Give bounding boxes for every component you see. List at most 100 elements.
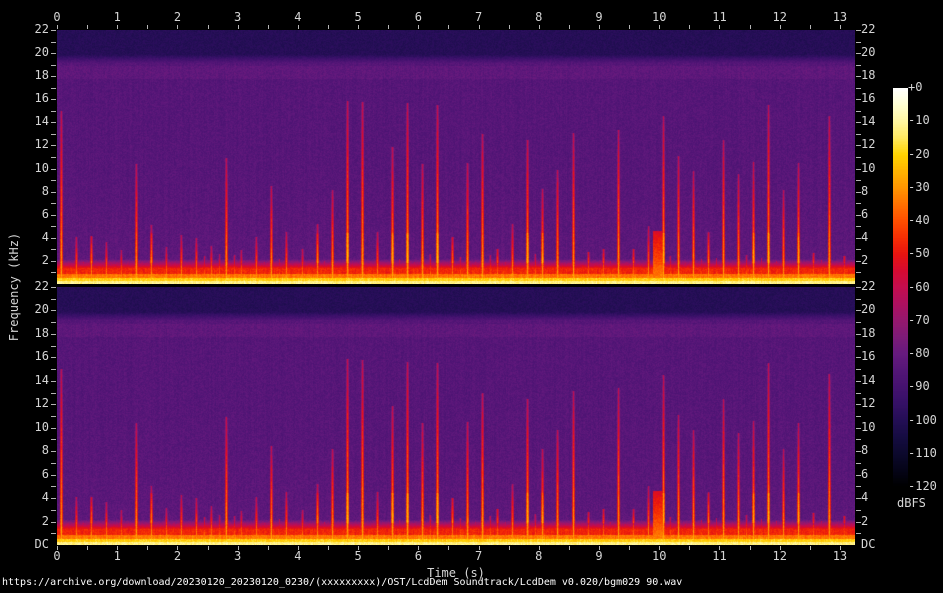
freq-tick-mark bbox=[856, 475, 861, 476]
time-tick-label-top: 7 bbox=[474, 10, 483, 24]
time-tick-label-bottom: 4 bbox=[294, 549, 302, 563]
freq-tick-label-left: 8 bbox=[41, 183, 49, 198]
freq-tick-mark bbox=[51, 249, 56, 250]
time-minor-tick-mark bbox=[388, 546, 389, 550]
freq-tick-label-right: 14 bbox=[861, 372, 876, 387]
time-tick-label-top: 11 bbox=[712, 10, 727, 24]
time-tick-label-top: 9 bbox=[595, 10, 603, 24]
time-tick-mark bbox=[659, 546, 660, 550]
freq-tick-label-right: DC bbox=[861, 537, 876, 551]
freq-tick-label-left: 6 bbox=[41, 466, 49, 481]
time-minor-tick-mark bbox=[750, 25, 751, 29]
time-tick-label-bottom: 8 bbox=[535, 549, 543, 563]
time-tick-label-bottom: 5 bbox=[354, 549, 362, 563]
freq-tick-mark bbox=[51, 533, 56, 534]
time-tick-mark bbox=[479, 25, 480, 29]
colorbar-tick-label: -70 bbox=[908, 312, 930, 327]
colorbar-tick-label: -40 bbox=[908, 213, 930, 227]
freq-tick-mark bbox=[856, 510, 861, 511]
freq-tick-label-right: 6 bbox=[861, 466, 869, 481]
time-minor-tick-mark bbox=[268, 546, 269, 550]
freq-tick-mark bbox=[856, 522, 861, 523]
time-tick-mark bbox=[840, 546, 841, 550]
freq-tick-mark bbox=[51, 157, 56, 158]
freq-tick-mark bbox=[856, 416, 861, 417]
time-tick-mark bbox=[659, 25, 660, 29]
freq-tick-mark bbox=[856, 134, 861, 135]
freq-tick-mark bbox=[856, 287, 861, 288]
time-tick-label-top: 5 bbox=[354, 10, 362, 24]
time-tick-label-top: 12 bbox=[772, 10, 787, 24]
freq-tick-mark bbox=[51, 404, 56, 405]
freq-tick-label-right: 6 bbox=[861, 206, 869, 221]
time-minor-tick-mark bbox=[810, 546, 811, 550]
time-minor-tick-mark bbox=[629, 25, 630, 29]
time-minor-tick-mark bbox=[569, 546, 570, 550]
freq-tick-mark bbox=[51, 203, 56, 204]
time-tick-label-top: 0 bbox=[53, 10, 61, 24]
colorbar-tick-label: -50 bbox=[908, 246, 930, 261]
freq-tick-label-right: 22 bbox=[861, 22, 876, 36]
freq-tick-mark bbox=[856, 346, 861, 347]
freq-tick-mark bbox=[51, 238, 56, 239]
freq-tick-mark bbox=[51, 88, 56, 89]
freq-tick-mark bbox=[856, 451, 861, 452]
freq-tick-mark bbox=[856, 393, 861, 394]
freq-tick-mark bbox=[856, 486, 861, 487]
freq-tick-mark bbox=[856, 272, 861, 273]
freq-tick-label-left: 18 bbox=[34, 325, 49, 340]
freq-tick-mark bbox=[51, 299, 56, 300]
freq-tick-mark bbox=[856, 369, 861, 370]
time-tick-label-top: 4 bbox=[294, 10, 302, 24]
freq-tick-label-right: 8 bbox=[861, 183, 869, 198]
freq-tick-mark bbox=[856, 76, 861, 77]
time-minor-tick-mark bbox=[569, 25, 570, 29]
freq-tick-mark bbox=[51, 30, 56, 31]
freq-tick-mark bbox=[856, 169, 861, 170]
freq-tick-mark bbox=[51, 310, 56, 311]
freq-tick-label-right: 22 bbox=[861, 279, 876, 293]
freq-tick-mark bbox=[51, 475, 56, 476]
freq-tick-mark bbox=[51, 416, 56, 417]
freq-tick-mark bbox=[856, 53, 861, 54]
colorbar-tick-label: -120 bbox=[908, 479, 937, 493]
colorbar-tick-label: -30 bbox=[908, 179, 930, 194]
time-tick-label-bottom: 11 bbox=[712, 549, 727, 563]
time-tick-mark bbox=[238, 546, 239, 550]
time-minor-tick-mark bbox=[147, 25, 148, 29]
freq-tick-mark bbox=[856, 88, 861, 89]
time-tick-label-bottom: 1 bbox=[113, 549, 121, 563]
colorbar-tick-label: -90 bbox=[908, 379, 930, 394]
time-tick-label-top: 3 bbox=[234, 10, 242, 24]
time-tick-mark bbox=[298, 546, 299, 550]
freq-tick-label-left: 22 bbox=[34, 279, 49, 293]
time-tick-mark bbox=[418, 546, 419, 550]
time-tick-mark bbox=[780, 25, 781, 29]
time-tick-label-bottom: 3 bbox=[234, 549, 242, 563]
freq-tick-mark bbox=[856, 157, 861, 158]
freq-tick-mark bbox=[51, 192, 56, 193]
freq-tick-mark bbox=[856, 261, 861, 262]
freq-tick-mark bbox=[856, 180, 861, 181]
colorbar-tick-label: -20 bbox=[908, 146, 930, 161]
freq-tick-mark bbox=[51, 111, 56, 112]
time-minor-tick-mark bbox=[87, 25, 88, 29]
freq-tick-mark bbox=[51, 510, 56, 511]
time-minor-tick-mark bbox=[448, 546, 449, 550]
freq-tick-mark bbox=[51, 215, 56, 216]
time-minor-tick-mark bbox=[208, 546, 209, 550]
freq-tick-mark bbox=[856, 65, 861, 66]
freq-tick-label-right: 20 bbox=[861, 45, 876, 60]
freq-tick-mark bbox=[51, 169, 56, 170]
time-tick-mark bbox=[719, 25, 720, 29]
colorbar-tick-label: -80 bbox=[908, 346, 930, 360]
freq-tick-mark bbox=[51, 145, 56, 146]
freq-tick-mark bbox=[51, 428, 56, 429]
time-minor-tick-mark bbox=[509, 546, 510, 550]
time-minor-tick-mark bbox=[629, 546, 630, 550]
time-tick-label-bottom: 10 bbox=[652, 549, 667, 563]
footer-url: https://archive.org/download/20230120_20… bbox=[2, 577, 683, 588]
time-tick-mark bbox=[840, 25, 841, 29]
freq-tick-mark bbox=[856, 404, 861, 405]
time-tick-mark bbox=[57, 546, 58, 550]
